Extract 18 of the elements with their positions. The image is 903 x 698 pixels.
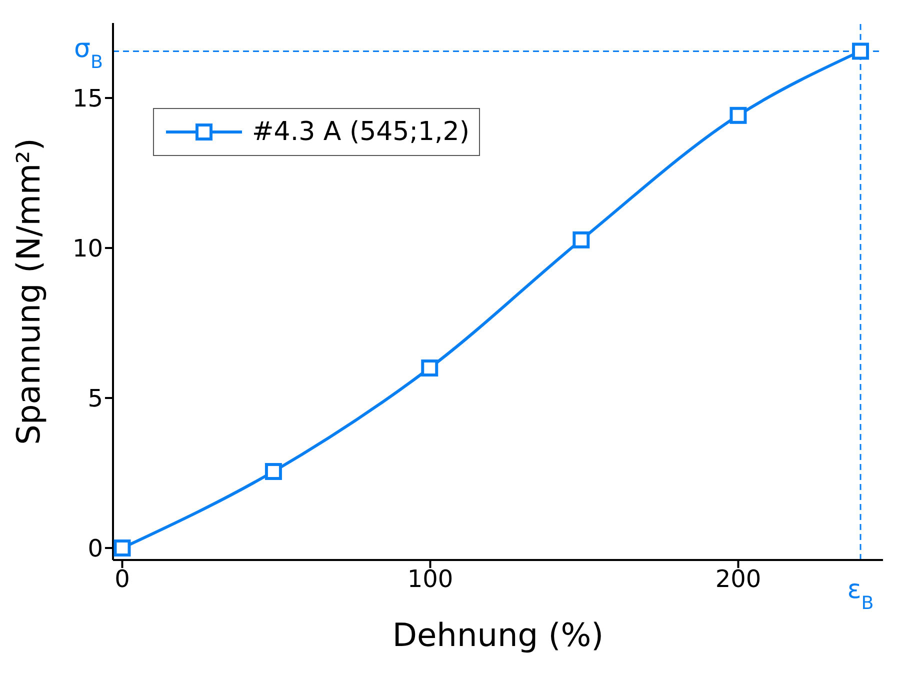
y-tick-label: 15 <box>72 84 103 113</box>
point <box>852 42 870 60</box>
point <box>730 106 747 124</box>
point <box>264 463 282 480</box>
y-tick-label: 0 <box>88 534 103 563</box>
legend-label: #4.3 A (545;1,2) <box>252 117 470 147</box>
point <box>114 540 131 556</box>
x-tick-label: 0 <box>114 565 130 594</box>
x-tick-label: 100 <box>407 565 454 594</box>
ref-line-label: σ$_{B}$ <box>74 34 103 73</box>
y-tick-label: 10 <box>72 234 103 263</box>
y-axis-title: Spannung (N/mm²) <box>9 138 48 445</box>
y-tick-label: 5 <box>88 384 103 413</box>
point <box>421 360 438 376</box>
ref-line-label: ε$_{B}$ <box>847 575 874 614</box>
x-tick-label: 200 <box>715 565 762 594</box>
x-axis-title: Dehnung (%) <box>392 616 604 654</box>
point <box>572 231 590 248</box>
